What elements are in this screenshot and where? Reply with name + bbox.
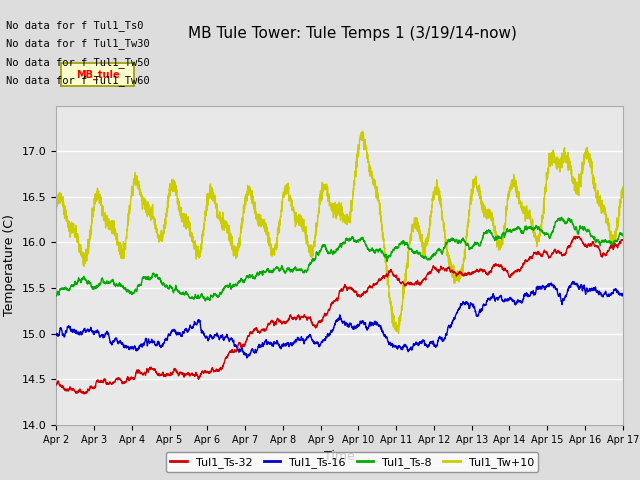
Legend: Tul1_Ts-32, Tul1_Ts-16, Tul1_Ts-8, Tul1_Tw+10: Tul1_Ts-32, Tul1_Ts-16, Tul1_Ts-8, Tul1_…	[166, 452, 538, 472]
Text: MB_tule: MB_tule	[76, 70, 120, 80]
X-axis label: Time: Time	[324, 450, 355, 463]
Text: No data for f Tul1_Ts0: No data for f Tul1_Ts0	[6, 20, 144, 31]
Text: No data for f Tul1_Tw50: No data for f Tul1_Tw50	[6, 57, 150, 68]
Text: MB Tule Tower: Tule Temps 1 (3/19/14-now): MB Tule Tower: Tule Temps 1 (3/19/14-now…	[188, 26, 516, 41]
Y-axis label: Temperature (C): Temperature (C)	[3, 214, 16, 316]
Text: No data for f Tul1_Tw60: No data for f Tul1_Tw60	[6, 75, 150, 86]
Text: No data for f Tul1_Tw30: No data for f Tul1_Tw30	[6, 38, 150, 49]
